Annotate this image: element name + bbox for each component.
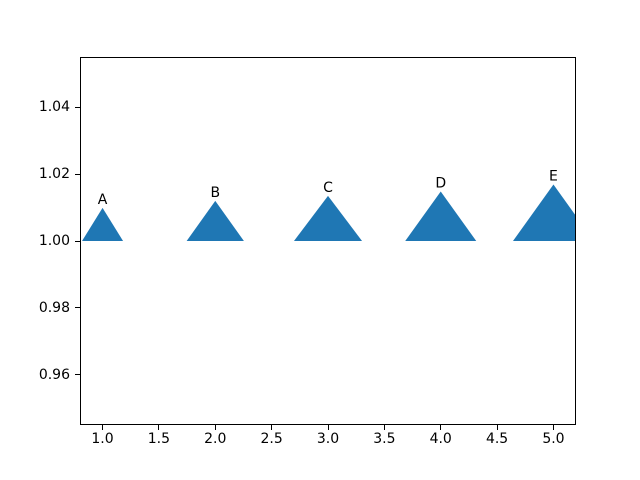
point-label-B: B: [210, 185, 220, 201]
point-label-D: D: [435, 175, 446, 191]
plot-area: A B C D E: [80, 57, 576, 425]
triangle-marker-C: [293, 195, 363, 241]
x-tick-mark: [552, 425, 554, 430]
x-tick-mark: [214, 425, 216, 430]
x-tick-mark: [158, 425, 160, 430]
x-tick-label: 1.0: [91, 431, 114, 447]
y-tick-mark: [75, 173, 80, 175]
x-tick-mark: [102, 425, 104, 430]
triangle-marker-E: [512, 184, 576, 241]
x-tick-label: 1.5: [147, 431, 171, 447]
y-tick-mark: [75, 374, 80, 376]
y-tick-label: 1.04: [38, 99, 70, 116]
y-tick-mark: [75, 307, 80, 309]
point-label-E: E: [549, 168, 558, 184]
y-tick-label: 0.96: [38, 366, 70, 383]
x-tick-label: 2.0: [204, 431, 227, 447]
triangle-marker-B: [186, 200, 244, 241]
point-label-C: C: [323, 180, 333, 196]
x-tick-mark: [383, 425, 385, 430]
x-tick-label: 4.5: [485, 431, 509, 447]
y-tick-mark: [75, 106, 80, 108]
triangle-marker-D: [405, 191, 477, 241]
x-tick-label: 4.0: [429, 431, 452, 447]
x-tick-label: 5.0: [542, 431, 565, 447]
point-label-A: A: [98, 192, 108, 208]
y-tick-mark: [75, 240, 80, 242]
triangle-marker-A: [82, 207, 124, 241]
x-tick-mark: [496, 425, 498, 430]
axes-spines: [80, 57, 576, 425]
y-tick-label: 1.02: [38, 166, 70, 183]
y-tick-label: 1.00: [38, 233, 70, 249]
x-tick-label: 3.5: [373, 431, 396, 447]
x-tick-mark: [327, 425, 329, 430]
scatter-plot-canvas: A B C D E: [80, 57, 576, 425]
x-tick-mark: [271, 425, 273, 430]
x-tick-label: 2.5: [260, 431, 283, 447]
y-tick-label: 0.98: [38, 299, 70, 316]
x-tick-label: 3.0: [316, 431, 340, 447]
x-tick-mark: [440, 425, 442, 430]
